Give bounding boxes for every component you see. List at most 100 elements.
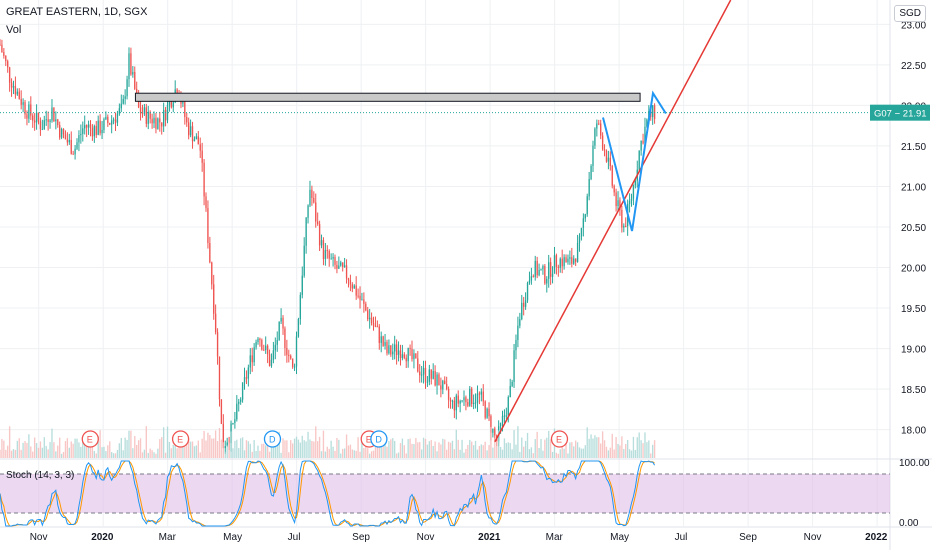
volume-bar — [390, 439, 392, 458]
volume-bar — [293, 438, 296, 458]
y-tick-label: 20.50 — [901, 223, 926, 234]
x-tick-label: 2022 — [865, 532, 888, 543]
candle-body — [428, 369, 431, 382]
volume-bar — [43, 437, 45, 458]
candle-body — [557, 266, 560, 268]
volume-bar — [555, 452, 558, 458]
candle-body — [153, 117, 155, 124]
candle-body — [251, 355, 253, 363]
candle-body — [203, 162, 205, 197]
candle-body — [419, 371, 421, 376]
volume-bar — [611, 433, 613, 458]
volume-bar — [197, 440, 199, 458]
volume-bar — [368, 453, 371, 458]
candle-body — [266, 345, 269, 355]
candle-body — [445, 384, 448, 389]
volume-bar — [286, 440, 288, 458]
candle-body — [553, 255, 556, 274]
candle-body — [511, 381, 513, 386]
candle-body — [646, 119, 648, 127]
candle-body — [166, 105, 169, 121]
y-tick-label: 23.00 — [901, 20, 926, 31]
candle-body — [188, 122, 190, 136]
volume-bar — [213, 438, 215, 458]
candle-body — [145, 107, 147, 124]
candle-body — [515, 340, 517, 351]
currency-badge[interactable]: SGD — [894, 5, 926, 22]
volume-bar — [55, 451, 57, 458]
candle-body — [472, 402, 475, 405]
volume-bar — [625, 443, 627, 458]
x-tick-label: Sep — [352, 532, 370, 543]
candle-body — [157, 118, 159, 129]
event-marker — [171, 430, 190, 448]
volume-bar — [395, 453, 398, 458]
candle-body — [509, 385, 511, 398]
candle-body — [584, 214, 586, 219]
candle-body — [241, 382, 244, 400]
volume-bar — [207, 432, 209, 458]
x-tick-label: Mar — [159, 532, 177, 543]
candle-body — [3, 52, 5, 56]
volume-bar — [85, 444, 88, 458]
chart-title: GREAT EASTERN, 1D, SGX — [6, 6, 148, 18]
candle-body — [411, 348, 413, 360]
volume-bar — [601, 431, 604, 458]
volume-bar — [201, 438, 203, 458]
candle-body — [486, 408, 488, 418]
candle-body — [523, 302, 525, 307]
volume-bar — [482, 445, 484, 458]
candle-body — [224, 446, 226, 449]
candle-body — [85, 125, 88, 128]
event-marker-letter: E — [556, 435, 562, 445]
volume-bar — [68, 447, 70, 458]
candle-body — [30, 104, 32, 116]
candle-body — [159, 118, 161, 123]
volume-bar — [241, 437, 244, 458]
volume-bar — [646, 442, 648, 458]
candle-body — [463, 397, 465, 401]
volume-bar — [132, 448, 134, 458]
candle-body — [280, 317, 282, 322]
candle-body — [112, 119, 115, 121]
volume-bar — [594, 435, 596, 458]
volume-bar — [565, 442, 567, 458]
candle-body — [218, 356, 221, 400]
candle-body — [476, 393, 479, 403]
volume-bar — [180, 445, 182, 458]
volume-bar — [157, 448, 159, 458]
volume-bar — [49, 442, 51, 458]
candle-body — [301, 275, 303, 295]
volume-bar — [12, 449, 15, 458]
candle-body — [482, 391, 484, 402]
volume-bar — [634, 449, 637, 458]
volume-bar — [340, 453, 342, 458]
candle-body — [457, 395, 459, 404]
candle-body — [549, 262, 552, 277]
stoch-label: Stoch (14, 3, 3) — [6, 470, 75, 481]
candle-body — [409, 348, 411, 350]
volume-bar — [474, 440, 477, 458]
volume-bar — [444, 439, 446, 458]
volume-bar — [380, 439, 382, 458]
volume-bar — [598, 437, 600, 458]
candle-body — [594, 128, 596, 146]
candle-body — [461, 400, 463, 402]
volume-bar — [139, 438, 142, 458]
candle-body — [236, 403, 238, 420]
candle-body — [573, 258, 575, 264]
candle-body — [345, 265, 348, 279]
volume-bar — [238, 448, 240, 458]
volume-bar — [5, 449, 7, 458]
volume-bar — [218, 428, 221, 458]
candle-body — [488, 408, 490, 417]
volume-bar — [251, 451, 253, 458]
volume-bar — [600, 443, 602, 458]
candle-body — [162, 109, 165, 127]
candle-body — [374, 325, 377, 327]
volume-bar — [471, 441, 473, 458]
candle-body — [521, 302, 523, 320]
volume-bar — [205, 440, 207, 458]
volume-bar — [426, 444, 429, 458]
volume-bar — [270, 440, 273, 458]
